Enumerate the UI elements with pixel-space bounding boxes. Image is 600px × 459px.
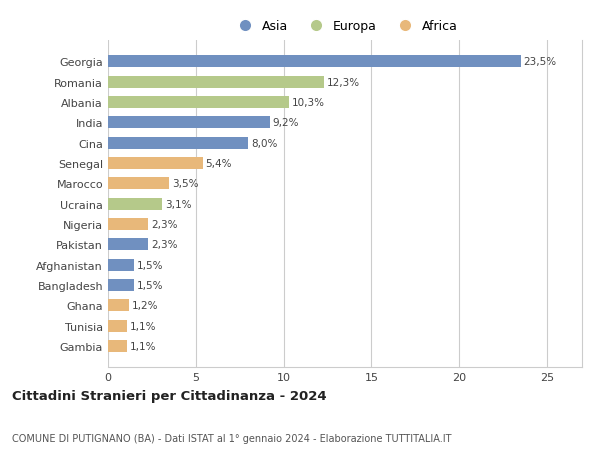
Bar (108, 157, 203, 170)
Text: 1,1%: 1,1% (130, 341, 157, 351)
Bar (108, 198, 163, 210)
Legend: Asia, Europa, Africa: Asia, Europa, Africa (227, 15, 463, 38)
Bar (108, 117, 269, 129)
Text: COMUNE DI PUTIGNANO (BA) - Dati ISTAT al 1° gennaio 2024 - Elaborazione TUTTITAL: COMUNE DI PUTIGNANO (BA) - Dati ISTAT al… (12, 433, 452, 442)
Bar (108, 259, 134, 271)
Text: 2,3%: 2,3% (151, 240, 178, 250)
Bar (108, 280, 134, 291)
Text: 5,4%: 5,4% (205, 159, 232, 168)
Bar (108, 137, 248, 150)
Bar (108, 320, 127, 332)
Text: Cittadini Stranieri per Cittadinanza - 2024: Cittadini Stranieri per Cittadinanza - 2… (12, 389, 326, 403)
Bar (108, 97, 289, 109)
Text: 1,5%: 1,5% (137, 260, 163, 270)
Text: 1,2%: 1,2% (132, 301, 158, 311)
Text: 3,1%: 3,1% (165, 199, 191, 209)
Bar (108, 340, 127, 353)
Bar (108, 56, 521, 68)
Bar (108, 218, 148, 230)
Text: 9,2%: 9,2% (272, 118, 299, 128)
Text: 2,3%: 2,3% (151, 219, 178, 230)
Text: 8,0%: 8,0% (251, 139, 277, 148)
Text: 10,3%: 10,3% (292, 98, 325, 108)
Text: 1,5%: 1,5% (137, 280, 163, 291)
Text: 12,3%: 12,3% (326, 78, 359, 88)
Text: 1,1%: 1,1% (130, 321, 157, 331)
Bar (108, 300, 129, 312)
Bar (108, 239, 148, 251)
Text: 3,5%: 3,5% (172, 179, 199, 189)
Bar (108, 178, 169, 190)
Bar (108, 76, 324, 89)
Text: 23,5%: 23,5% (523, 57, 556, 67)
